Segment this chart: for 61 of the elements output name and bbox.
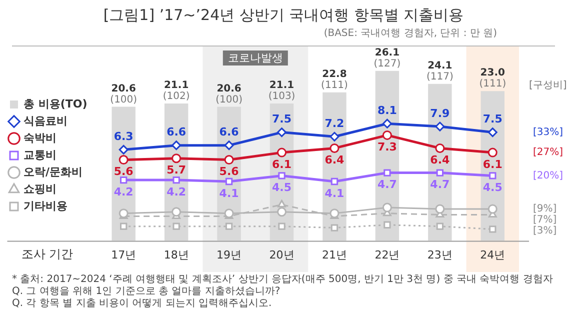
data-label: 4.7 — [377, 178, 397, 192]
x-tick-label: 23년 — [427, 248, 452, 262]
data-label: 4.2 — [166, 185, 186, 198]
legend-label: 기타비용 — [24, 199, 68, 212]
text: [9%] — [533, 204, 557, 215]
data-label: 6.1 — [272, 158, 292, 171]
text: [3%] — [533, 226, 557, 237]
data-label: 24.1 (117) — [426, 60, 454, 83]
x-tick-label: 18년 — [164, 248, 189, 262]
text: Q. 그 여행을 위해 1인 기준으로 총 얼마를 지출하셨습니까? — [12, 286, 282, 298]
data-label: 7.5 — [272, 112, 292, 126]
legend-label: 교통비 — [24, 148, 56, 162]
data-label: 7.5 — [482, 112, 502, 126]
data-label: 4.5 — [482, 181, 502, 194]
legend-label: 쇼핑비 — [24, 182, 56, 196]
text: [33%] — [533, 126, 564, 138]
chart-title: [그림1] ’17~’24년 상반기 국내여행 항목별 지출비용 — [102, 5, 465, 26]
data-label: 6.4 — [324, 154, 345, 167]
text: * 출처: 2017~2024 ‘주례 여행행태 및 계획조사’ 상반기 응답자(매주 500명, 반기 1만 3천 명) 중 국내 숙박여행 경험자 — [12, 274, 554, 286]
data-label: 4.5 — [272, 181, 292, 194]
x-tick-label: 22년 — [374, 248, 400, 262]
data-label: 20.6 (100) — [110, 83, 138, 106]
data-label: 20.6 (100) — [216, 83, 243, 106]
text: [구성비] — [529, 80, 567, 92]
data-label: 7.3 — [377, 140, 397, 154]
data-label: 6.6 — [166, 126, 186, 139]
data-label: 22.8 (111) — [321, 68, 348, 91]
data-label: 21.1 (102) — [162, 80, 190, 102]
data-label: 7.9 — [430, 106, 450, 120]
x-axis-title: 조사 기간 — [21, 246, 74, 261]
data-label: 6.3 — [114, 130, 134, 144]
legend-label: 총 비용(TO) — [24, 97, 88, 110]
data-label: 5.6 — [219, 165, 240, 178]
x-tick-label: 21년 — [322, 248, 347, 262]
data-label: 21.1 (103) — [268, 80, 296, 102]
x-tick-label: 19년 — [216, 248, 242, 262]
data-label: 4.1 — [324, 186, 344, 200]
data-label: 6.1 — [482, 158, 502, 171]
data-label: 4.7 — [430, 178, 450, 192]
text: [27%] — [533, 147, 564, 158]
data-label: 6.4 — [430, 154, 450, 167]
data-label: 7.2 — [324, 117, 344, 130]
data-label: 4.1 — [219, 186, 239, 200]
legend-label: 식음료비 — [24, 114, 68, 128]
data-label: 6.6 — [219, 126, 240, 139]
text: Q. 각 항목 별 지출 비용이 어떻게 되는지 입력해주십시오. — [12, 298, 273, 310]
data-label: 26.1 (127) — [374, 47, 401, 70]
legend-label: 숙박비 — [24, 131, 56, 144]
x-tick-label: 20년 — [269, 248, 294, 262]
data-label: 5.6 — [114, 165, 134, 178]
data-label: 8.1 — [377, 104, 397, 117]
chart-subtitle: (BASE: 국내여행 경험자, 단위 : 만 원) — [322, 27, 498, 40]
data-label: 5.7 — [166, 164, 186, 177]
data-label: 4.2 — [114, 185, 134, 198]
x-tick-label: 24년 — [480, 248, 506, 262]
band-label: 코로나발생 — [228, 51, 283, 64]
text: [7%] — [533, 214, 557, 226]
x-tick-label: 17년 — [111, 248, 136, 262]
legend-label: 오락/문화비 — [24, 165, 83, 178]
text: [20%] — [533, 170, 564, 182]
data-label: 23.0 (111) — [479, 68, 506, 90]
